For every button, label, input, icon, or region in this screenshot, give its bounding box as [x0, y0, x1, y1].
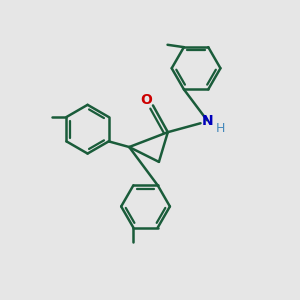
Text: H: H: [216, 122, 225, 135]
Text: O: O: [140, 93, 152, 107]
Text: N: N: [201, 114, 213, 128]
